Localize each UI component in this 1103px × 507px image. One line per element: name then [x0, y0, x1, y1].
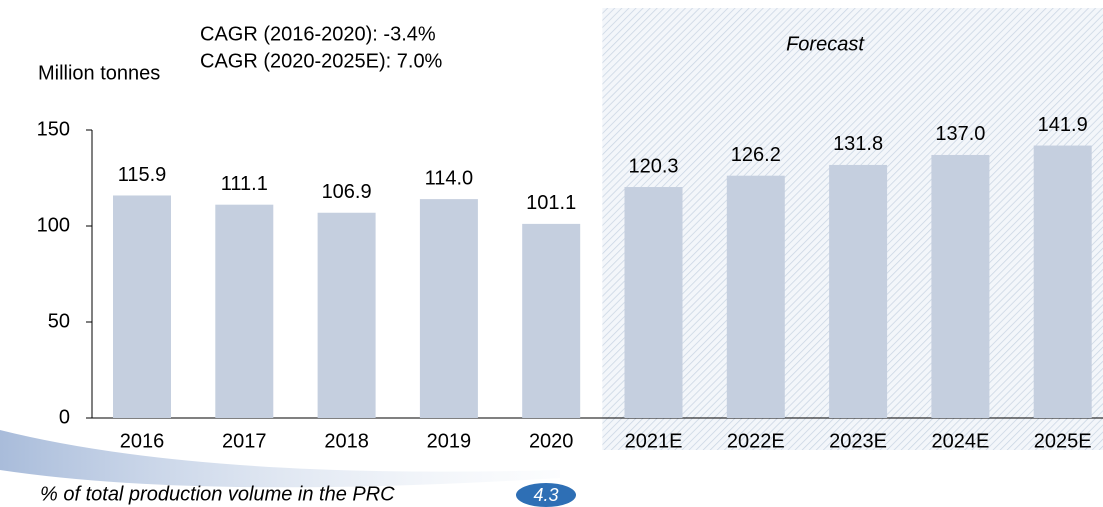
footer-value: 4.3 — [533, 485, 558, 505]
x-tick-label: 2022E — [727, 430, 785, 452]
footer: % of total production volume in the PRC — [40, 483, 395, 505]
x-tick-label: 2023E — [829, 430, 887, 452]
chart: Forecast CAGR (2016-2020): -3.4% CAGR (2… — [0, 0, 1103, 507]
bar — [215, 205, 273, 418]
data-label: 106.9 — [322, 181, 372, 203]
bar — [420, 199, 478, 418]
bar — [318, 213, 376, 418]
data-label: 137.0 — [935, 123, 985, 145]
x-tick-label: 2017 — [222, 430, 267, 452]
y-tick-label: 100 — [37, 214, 70, 236]
x-tick-label: 2025E — [1034, 430, 1092, 452]
annotation: CAGR (2016-2020): -3.4% — [200, 23, 436, 45]
x-tick-label: 2024E — [931, 430, 989, 452]
bar — [1034, 146, 1092, 418]
data-label: 126.2 — [731, 144, 781, 166]
data-label: 115.9 — [118, 164, 167, 186]
annotation: CAGR (2020-2025E): 7.0% — [200, 50, 443, 72]
y-axis-label: Million tonnes — [38, 62, 160, 84]
data-label: 141.9 — [1038, 114, 1088, 136]
data-label: 111.1 — [221, 173, 268, 195]
bar — [727, 176, 785, 418]
y-tick-label: 150 — [37, 118, 70, 140]
bar — [931, 155, 989, 418]
bar — [113, 195, 171, 418]
x-tick-label: 2019 — [427, 430, 472, 452]
x-tick-label: 2018 — [324, 430, 369, 452]
data-label: 101.1 — [526, 192, 576, 214]
bar — [522, 224, 580, 418]
forecast-label: Forecast — [786, 33, 865, 55]
decoration — [0, 430, 560, 487]
data-label: 114.0 — [425, 167, 474, 189]
y-tick-label: 50 — [48, 310, 70, 332]
x-tick-label: 2020 — [529, 430, 574, 452]
data-label: 120.3 — [628, 155, 678, 177]
y-tick-label: 0 — [59, 406, 70, 428]
x-tick-label: 2016 — [120, 430, 165, 452]
bar — [829, 165, 887, 418]
data-label: 131.8 — [833, 133, 883, 155]
bar — [625, 187, 683, 418]
x-tick-label: 2021E — [625, 430, 683, 452]
